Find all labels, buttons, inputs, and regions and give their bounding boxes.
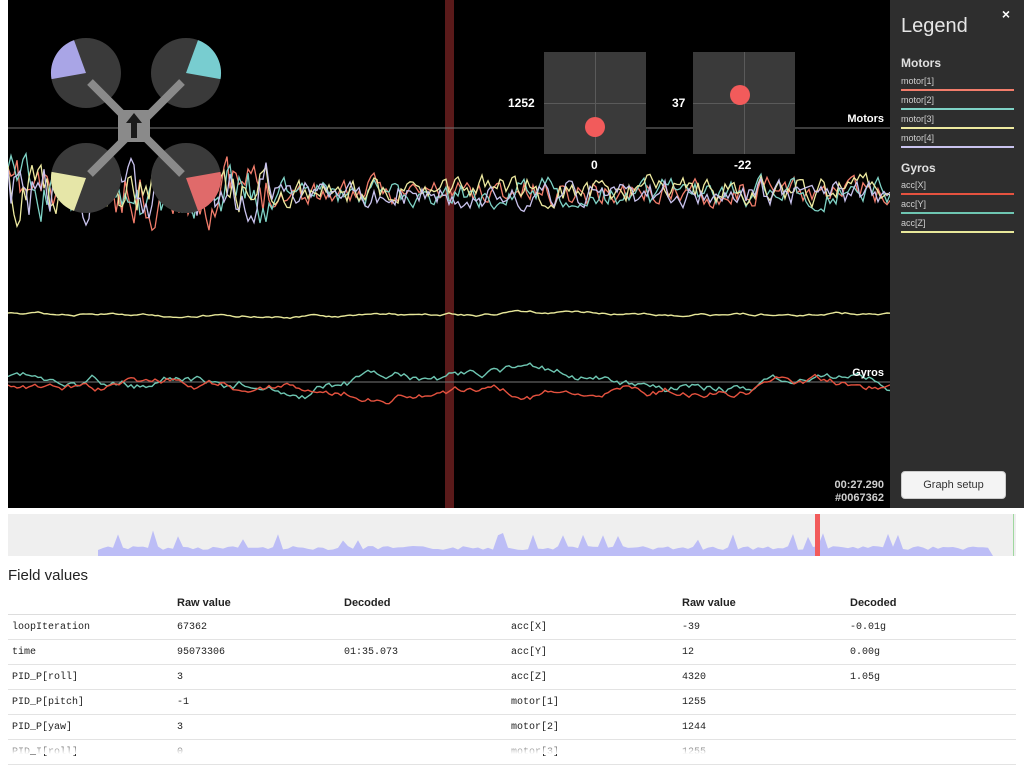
motor-throttle-wedge xyxy=(50,171,86,211)
accy-trace xyxy=(8,362,890,400)
arrow-up-icon xyxy=(126,113,142,138)
field-name: motor[2] xyxy=(507,714,678,740)
stick-left-bottom-value: 0 xyxy=(591,158,598,172)
playhead-marker[interactable] xyxy=(445,0,454,508)
seek-end-marker xyxy=(1013,514,1014,556)
field-values-title: Field values xyxy=(8,567,89,584)
col-header xyxy=(8,592,173,615)
col-header-decoded: Decoded xyxy=(340,592,507,615)
field-name: PID_P[roll] xyxy=(8,664,173,690)
stick-right-value: 37 xyxy=(672,96,686,110)
raw-value: 1255 xyxy=(678,689,846,715)
field-values-table: Raw value Decoded Raw value Decoded loop… xyxy=(8,592,1016,765)
raw-value: 95073306 xyxy=(173,639,340,665)
decoded-value xyxy=(846,714,1016,740)
stick-position-right xyxy=(729,84,750,105)
table-row: PID_P[yaw] 3 motor[2] 1244 xyxy=(8,714,1016,740)
col-header-raw-value: Raw value xyxy=(173,592,340,615)
graph-setup-button[interactable]: Graph setup xyxy=(901,471,1006,499)
graph-canvas[interactable]: 1252 0 37 -22 Motors Gyros 00:27.290 #00… xyxy=(8,0,890,508)
stick-box-right xyxy=(693,52,795,154)
stick-right-bottom-value: -22 xyxy=(734,158,752,172)
raw-value: 12 xyxy=(678,639,846,665)
decoded-value xyxy=(340,614,507,640)
field-name: acc[Y] xyxy=(507,639,678,665)
frame-number: #0067362 xyxy=(835,492,884,504)
seek-position-marker[interactable] xyxy=(815,514,820,556)
table-row: loopIteration 67362 acc[X] -39 -0.01g xyxy=(8,614,1016,640)
close-icon[interactable]: × xyxy=(1001,6,1010,22)
raw-value: 67362 xyxy=(173,614,340,640)
col-header-decoded: Decoded xyxy=(846,592,1016,615)
seek-bar[interactable] xyxy=(8,514,1016,556)
decoded-value: -0.01g xyxy=(846,614,1016,640)
stick-box-left xyxy=(544,52,646,154)
decoded-value xyxy=(340,664,507,690)
legend-item-motor1[interactable]: motor[1] xyxy=(901,76,1014,91)
legend-title: Legend xyxy=(901,15,968,37)
decoded-value xyxy=(340,689,507,715)
decoded-value: 1.05g xyxy=(846,664,1016,690)
motor-throttle-wedge xyxy=(186,40,222,80)
field-name: acc[X] xyxy=(507,614,678,640)
craft-diagram xyxy=(50,38,222,213)
seekbar-activity-area xyxy=(98,530,993,556)
legend-item-accy[interactable]: acc[Y] xyxy=(901,199,1014,214)
table-row: PID_P[pitch] -1 motor[1] 1255 xyxy=(8,689,1016,715)
field-name: loopIteration xyxy=(8,614,173,640)
table-fade xyxy=(0,742,1024,754)
field-name: acc[Z] xyxy=(507,664,678,690)
decoded-value xyxy=(846,689,1016,715)
decoded-value: 01:35.073 xyxy=(340,639,507,665)
legend-item-accz[interactable]: acc[Z] xyxy=(901,218,1014,233)
table-header: Raw value Decoded Raw value Decoded xyxy=(8,592,1016,615)
raw-value: 4320 xyxy=(678,664,846,690)
field-name: PID_P[yaw] xyxy=(8,714,173,740)
stick-left-value: 1252 xyxy=(508,96,535,110)
field-name: motor[1] xyxy=(507,689,678,715)
table-row: PID_P[roll] 3 acc[Z] 4320 1.05g xyxy=(8,664,1016,690)
raw-value: 3 xyxy=(173,664,340,690)
decoded-value: 0.00g xyxy=(846,639,1016,665)
accx-trace xyxy=(8,373,890,405)
raw-value: -1 xyxy=(173,689,340,715)
decoded-value xyxy=(340,714,507,740)
legend-group-motors: Motors xyxy=(901,56,941,70)
legend-item-accx[interactable]: acc[X] xyxy=(901,180,1014,195)
raw-value: 3 xyxy=(173,714,340,740)
motors-axis-label: Motors xyxy=(847,113,884,125)
legend-item-motor2[interactable]: motor[2] xyxy=(901,95,1014,110)
time-readout: 00:27.290 xyxy=(834,479,884,491)
accz-trace xyxy=(8,309,890,320)
motor-throttle-wedge xyxy=(186,171,222,211)
raw-value: 1244 xyxy=(678,714,846,740)
motor-throttle-wedge xyxy=(50,40,86,80)
seekbar-histogram xyxy=(98,514,1014,556)
legend-group-gyros: Gyros xyxy=(901,161,936,175)
graph-plot xyxy=(8,0,890,508)
col-header-raw-value: Raw value xyxy=(678,592,846,615)
field-name: PID_P[pitch] xyxy=(8,689,173,715)
field-name: time xyxy=(8,639,173,665)
legend-item-motor3[interactable]: motor[3] xyxy=(901,114,1014,129)
col-header xyxy=(507,592,678,615)
stick-position-left xyxy=(585,117,605,138)
table-row: time 95073306 01:35.073 acc[Y] 12 0.00g xyxy=(8,639,1016,665)
legend-item-motor4[interactable]: motor[4] xyxy=(901,133,1014,148)
raw-value: -39 xyxy=(678,614,846,640)
legend-panel: Legend × Motors motor[1] motor[2] motor[… xyxy=(890,0,1024,508)
motor1-trace xyxy=(8,156,890,232)
gyros-axis-label: Gyros xyxy=(852,367,884,379)
